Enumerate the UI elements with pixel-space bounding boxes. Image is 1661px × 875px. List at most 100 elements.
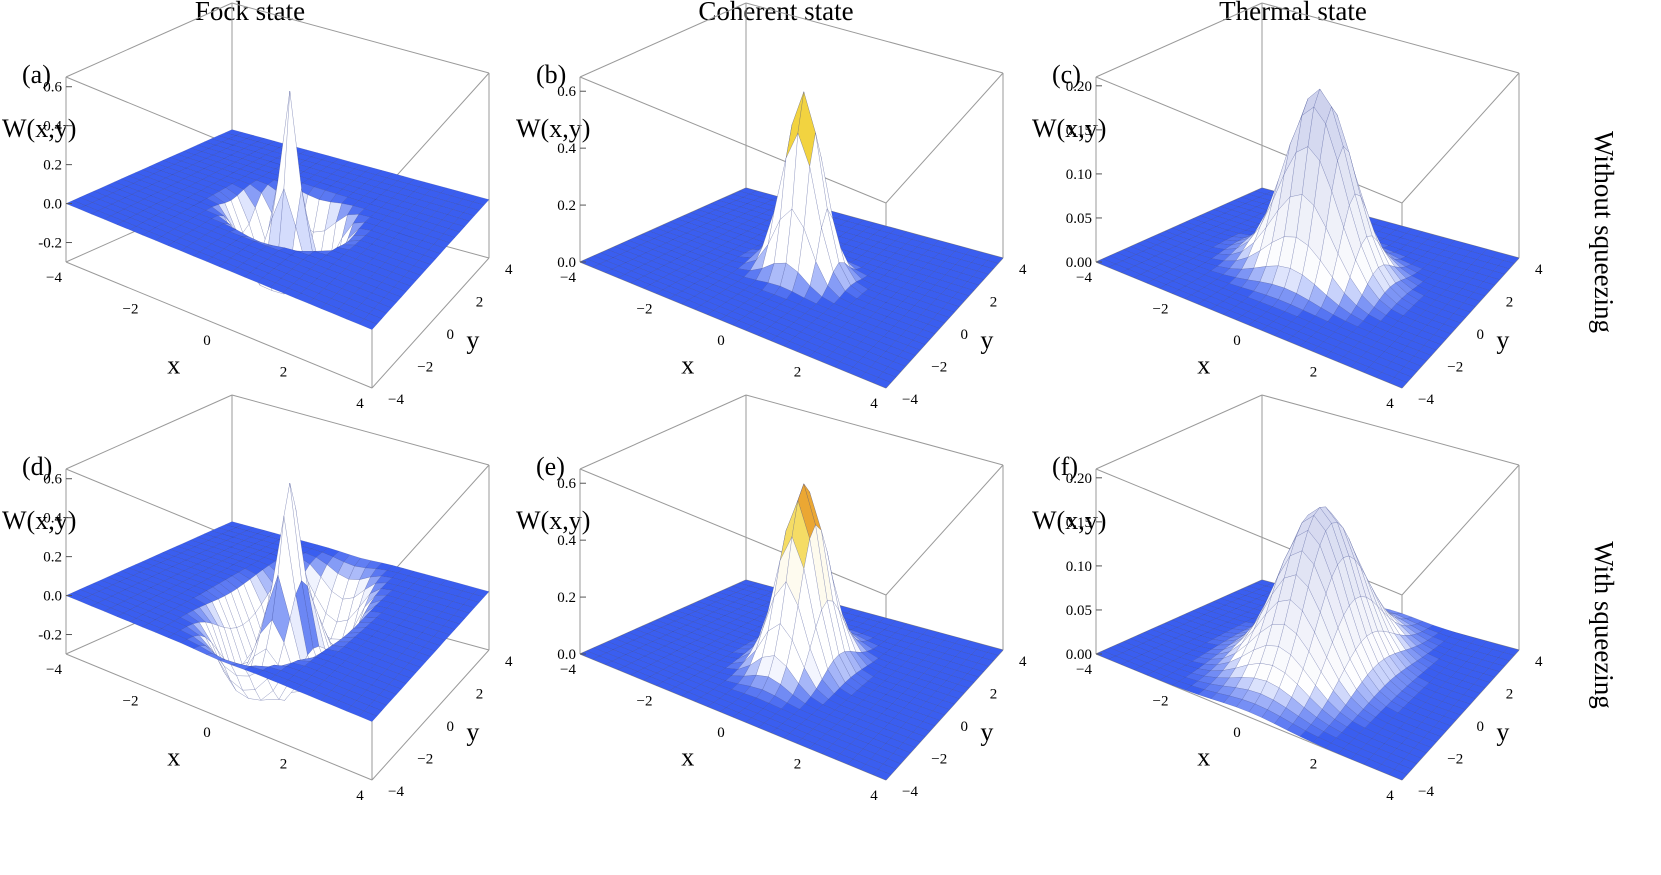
panel-label: (e) [536,452,565,481]
y-tick-label: 4 [1019,654,1027,670]
plot-panel: (c) W(x,y) 0.00 0.05 0.10 0.15 0.20 −4 −2 0 2 4 x −4−… [1030,2,1570,460]
surface-plot: 0.0 0.2 0.4 0.6 −4 −2 0 2 4 x −4 −2 0 2 4 y [557,394,1027,804]
z-ticks: -0.2 0.0 0.2 0.4 0.6 [38,472,72,644]
x-tick-label: −2 [123,302,139,318]
x-tick-label: 0 [717,725,725,741]
z-tick-label: 0.20 [1066,79,1092,95]
z-tick-label: 0.4 [43,511,62,527]
z-ticks: -0.2 0.0 0.2 0.4 0.6 [38,80,72,252]
z-tick-label: 0.6 [43,80,62,96]
z-tick-label: -0.2 [38,236,62,252]
y-tick-label: −2 [417,360,433,376]
z-axis-label: W(x,y) [1032,506,1107,535]
y-tick-label: 2 [1506,295,1514,311]
x-tick-label: 0 [1233,725,1241,741]
z-axis-label: W(x,y) [516,506,591,535]
y-tick-label: −4 [902,784,918,800]
panel-label: (c) [1052,60,1081,89]
x-ticks: −4 −2 0 2 4 [46,270,364,412]
y-tick-label: 2 [1506,687,1514,703]
plot-panel: (a) W(x,y) -0.2 0.0 0.2 0.4 0.6 −4 −2 0 2 4 x −4 −2 0 2 4… [0,2,540,460]
z-tick-label: 0.4 [557,533,576,549]
surface [579,483,1004,781]
x-tick-label: −2 [123,694,139,710]
z-tick-label: 0.00 [1066,255,1092,271]
plot-panel: (f) W(x,y) 0.00 0.05 0.10 0.15 0.20 −4 −2 0 2 4 x −4−… [1030,394,1570,852]
z-tick-label: 0.6 [557,84,576,100]
panel-label: (d) [22,452,53,481]
row-title-with-squeezing: With squeezing [1589,541,1619,709]
surface-cell [1389,377,1408,389]
surface-plot: -0.2 0.0 0.2 0.4 0.6 −4 −2 0 2 4 x −4 −2 0 2 4 y [38,394,513,804]
surface-plot: 0.00 0.05 0.10 0.15 0.20 −4 −2 0 2 4 x −4 −2 0 2 4 y [1066,394,1543,804]
y-tick-label: 0 [447,719,455,735]
y-tick-label: 0 [1477,327,1485,343]
y-axis-label: y [1496,718,1509,747]
y-ticks: −4 −2 0 2 4 [388,262,513,408]
y-tick-label: −2 [1447,360,1463,376]
x-tick-label: 2 [280,365,288,381]
surface [65,483,490,722]
y-axis-label: y [1496,326,1509,355]
y-tick-label: −4 [902,392,918,408]
x-tick-label: −4 [560,662,576,678]
y-tick-label: −4 [388,392,404,408]
y-tick-label: 2 [990,687,998,703]
y-tick-label: 4 [1019,262,1027,278]
z-tick-label: 0.00 [1066,647,1092,663]
x-axis-label: x [1197,743,1210,772]
z-tick-label: 0.6 [557,476,576,492]
x-tick-label: −4 [1076,662,1092,678]
x-axis-label: x [681,351,694,380]
plot-panel: (b) W(x,y) 0.0 0.2 0.4 0.6 −4 −2 0 2 4 x −4 −2 0 2 4 y [514,2,1054,460]
z-tick-label: 0.15 [1066,123,1092,139]
z-tick-label: 0.0 [43,589,62,605]
z-tick-label: 0.0 [557,255,576,271]
z-tick-label: 0.2 [43,158,62,174]
x-tick-label: 4 [356,396,364,412]
y-tick-label: 4 [505,262,513,278]
x-axis-label: x [681,743,694,772]
x-tick-label: 2 [1310,365,1318,381]
z-axis-label: W(x,y) [2,114,77,143]
z-axis-label: W(x,y) [516,114,591,143]
z-tick-label: 0.15 [1066,515,1092,531]
x-tick-label: 0 [203,725,211,741]
y-tick-label: 0 [961,719,969,735]
z-tick-label: 0.4 [557,141,576,157]
x-ticks: −4 −2 0 2 4 [560,662,878,804]
z-tick-label: 0.2 [557,198,576,214]
column-title-thermal: Thermal state [1219,0,1367,26]
z-tick-label: 0.05 [1066,603,1092,619]
x-tick-label: −2 [637,694,653,710]
x-tick-label: −4 [46,270,62,286]
surface-plot: 0.00 0.05 0.10 0.15 0.20 −4 −2 0 2 4 x −4 −2 0 2 4 y [1066,2,1543,412]
x-axis-label: x [1197,351,1210,380]
panel-label: (a) [22,60,51,89]
z-tick-label: 0.0 [557,647,576,663]
surface [579,91,1004,389]
x-tick-label: 4 [1386,788,1394,804]
y-ticks: −4 −2 0 2 4 [388,654,513,800]
y-ticks: −4 −2 0 2 4 [1418,262,1543,408]
z-axis-label: W(x,y) [2,506,77,535]
x-ticks: −4 −2 0 2 4 [1076,662,1394,804]
x-tick-label: 0 [1233,333,1241,349]
row-title-without-squeezing: Without squeezing [1589,130,1619,334]
z-ticks: 0.0 0.2 0.4 0.6 [557,476,586,663]
x-ticks: −4 −2 0 2 4 [560,270,878,412]
y-tick-label: −2 [417,752,433,768]
surface-cell [359,318,378,330]
surface [65,91,490,330]
panel-label: (f) [1052,452,1078,481]
y-tick-label: 2 [990,295,998,311]
y-tick-label: −4 [388,784,404,800]
x-tick-label: 2 [280,757,288,773]
y-axis-label: y [980,718,993,747]
y-axis-label: y [466,326,479,355]
x-tick-label: 0 [717,333,725,349]
y-tick-label: −4 [1418,392,1434,408]
y-axis-label: y [980,326,993,355]
y-tick-label: −2 [931,360,947,376]
